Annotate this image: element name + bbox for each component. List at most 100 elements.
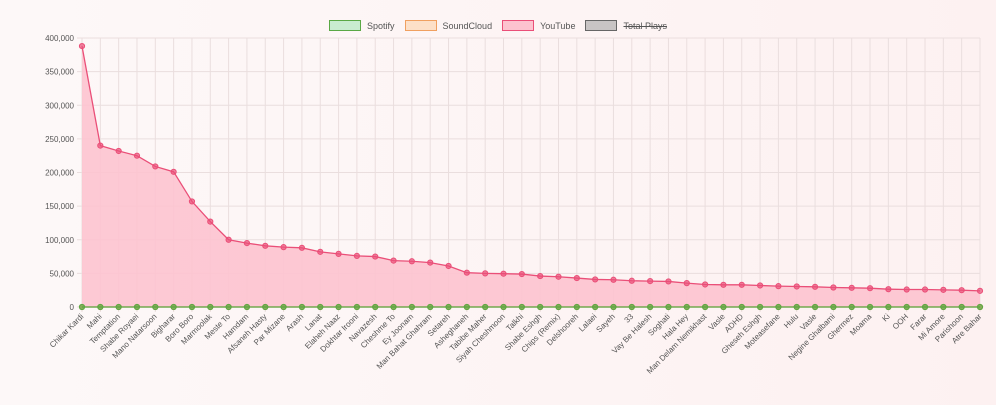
spotify-point <box>335 303 342 311</box>
x-tick-label: Sayeh <box>594 312 616 334</box>
y-tick-label: 350,000 <box>45 68 74 77</box>
spotify-point <box>866 303 874 311</box>
spotify-point <box>317 303 324 311</box>
spotify-point <box>738 303 745 311</box>
youtube-point <box>793 283 800 290</box>
legend-swatch <box>404 20 437 31</box>
spotify-point <box>940 303 947 311</box>
spotify-point <box>372 303 379 311</box>
youtube-point <box>280 244 287 251</box>
youtube-point <box>225 236 232 243</box>
legend-item-youtube[interactable]: YouTube <box>502 20 575 31</box>
youtube-point <box>78 42 86 50</box>
y-tick-label: 100,000 <box>45 236 74 245</box>
youtube-point <box>133 152 141 159</box>
spotify-point <box>921 303 929 311</box>
youtube-point <box>921 286 929 293</box>
spotify-point <box>207 303 214 311</box>
spotify-point <box>976 303 984 311</box>
spotify-point <box>445 303 452 311</box>
spotify-point <box>702 303 709 311</box>
youtube-point <box>903 286 910 293</box>
spotify-point <box>830 303 837 311</box>
youtube-area <box>82 46 980 307</box>
spotify-point <box>225 303 232 311</box>
youtube-point <box>152 163 159 170</box>
spotify-point <box>610 303 617 311</box>
legend-label: Spotify <box>367 20 395 31</box>
youtube-point <box>427 259 434 266</box>
youtube-point <box>720 281 727 288</box>
youtube-point <box>756 282 764 289</box>
youtube-point <box>445 262 452 270</box>
legend-swatch <box>585 20 618 31</box>
legend-item-total-plays[interactable]: Total Plays <box>585 20 667 31</box>
x-tick-label: Chikar Kardi <box>48 312 86 350</box>
youtube-point <box>372 253 379 260</box>
legend-swatch <box>502 20 535 31</box>
youtube-point <box>390 257 397 264</box>
youtube-point <box>188 198 196 205</box>
youtube-point <box>958 287 965 294</box>
youtube-point <box>647 278 654 285</box>
spotify-point <box>683 303 690 311</box>
youtube-point <box>665 278 672 285</box>
youtube-point <box>976 287 984 294</box>
youtube-point <box>573 274 580 282</box>
youtube-point <box>482 270 489 277</box>
spotify-point <box>298 303 306 311</box>
spotify-point <box>592 303 599 311</box>
spotify-point <box>353 303 360 311</box>
youtube-point <box>170 168 177 175</box>
x-tick-label: Hulu <box>782 312 800 330</box>
spotify-point <box>427 303 434 311</box>
x-tick-label: Arash <box>284 312 305 333</box>
x-tick-label: Ki <box>880 312 892 324</box>
spotify-point <box>848 303 855 311</box>
spotify-point <box>152 303 159 311</box>
spotify-point <box>518 303 525 311</box>
spotify-point <box>188 303 196 311</box>
chart-legend: Spotify SoundCloud YouTube Total Plays <box>0 20 996 31</box>
youtube-point <box>298 244 306 251</box>
legend-item-spotify[interactable]: Spotify <box>329 20 395 31</box>
youtube-point <box>811 283 819 290</box>
spotify-point <box>463 303 470 311</box>
youtube-point <box>738 281 745 288</box>
legend-label: Total Plays <box>623 20 667 31</box>
spotify-point <box>133 303 141 311</box>
y-tick-label: 300,000 <box>45 101 74 110</box>
spotify-point <box>243 303 251 311</box>
youtube-point <box>207 218 214 225</box>
y-tick-label: 50,000 <box>50 269 75 278</box>
youtube-point <box>115 147 122 155</box>
spotify-point <box>500 303 507 311</box>
youtube-point <box>518 270 525 278</box>
youtube-point <box>592 276 599 283</box>
spotify-point <box>97 303 104 311</box>
youtube-point <box>702 281 709 288</box>
legend-swatch <box>329 20 362 31</box>
y-tick-label: 400,000 <box>45 34 74 43</box>
y-tick-label: 200,000 <box>45 169 74 178</box>
y-tick-label: 150,000 <box>45 202 74 211</box>
spotify-point <box>958 303 965 311</box>
legend-label: SoundCloud <box>442 20 493 31</box>
youtube-point <box>555 273 562 280</box>
spotify-point <box>885 303 892 311</box>
spotify-point <box>756 303 764 311</box>
youtube-point <box>866 285 874 292</box>
youtube-point <box>610 276 617 283</box>
youtube-point <box>317 248 324 255</box>
legend-label: YouTube <box>540 20 576 31</box>
spotify-point <box>720 303 727 311</box>
youtube-point <box>243 240 251 247</box>
youtube-point <box>848 284 855 291</box>
spotify-point <box>775 303 782 311</box>
legend-item-soundcloud[interactable]: SoundCloud <box>404 20 493 31</box>
youtube-point <box>97 142 104 149</box>
spotify-point <box>390 303 397 311</box>
x-tick-label: 33 <box>623 312 636 325</box>
spotify-point <box>555 303 562 311</box>
